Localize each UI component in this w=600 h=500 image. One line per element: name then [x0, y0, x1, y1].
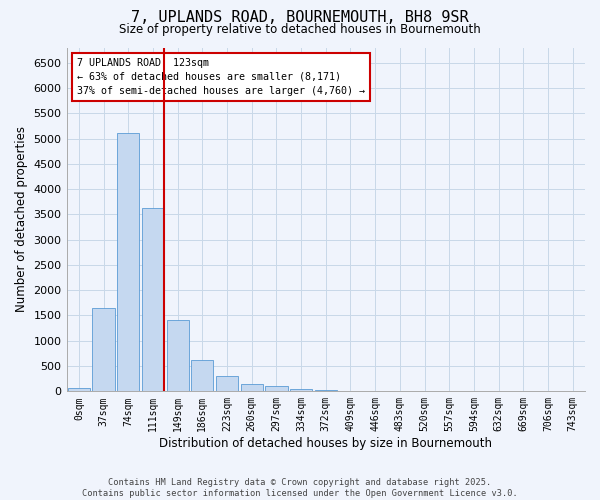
Text: 7, UPLANDS ROAD, BOURNEMOUTH, BH8 9SR: 7, UPLANDS ROAD, BOURNEMOUTH, BH8 9SR: [131, 10, 469, 25]
X-axis label: Distribution of detached houses by size in Bournemouth: Distribution of detached houses by size …: [159, 437, 492, 450]
Bar: [314, 390, 337, 392]
Bar: [290, 388, 312, 392]
Text: 7 UPLANDS ROAD: 123sqm
← 63% of detached houses are smaller (8,171)
37% of semi-: 7 UPLANDS ROAD: 123sqm ← 63% of detached…: [77, 58, 365, 96]
Bar: [68, 388, 90, 392]
Text: Contains HM Land Registry data © Crown copyright and database right 2025.
Contai: Contains HM Land Registry data © Crown c…: [82, 478, 518, 498]
Y-axis label: Number of detached properties: Number of detached properties: [15, 126, 28, 312]
Bar: [142, 208, 164, 392]
Bar: [117, 134, 139, 392]
Bar: [241, 384, 263, 392]
Bar: [265, 386, 287, 392]
Text: Size of property relative to detached houses in Bournemouth: Size of property relative to detached ho…: [119, 22, 481, 36]
Bar: [167, 320, 189, 392]
Bar: [216, 376, 238, 392]
Bar: [191, 360, 214, 392]
Bar: [92, 308, 115, 392]
Bar: [340, 390, 362, 392]
